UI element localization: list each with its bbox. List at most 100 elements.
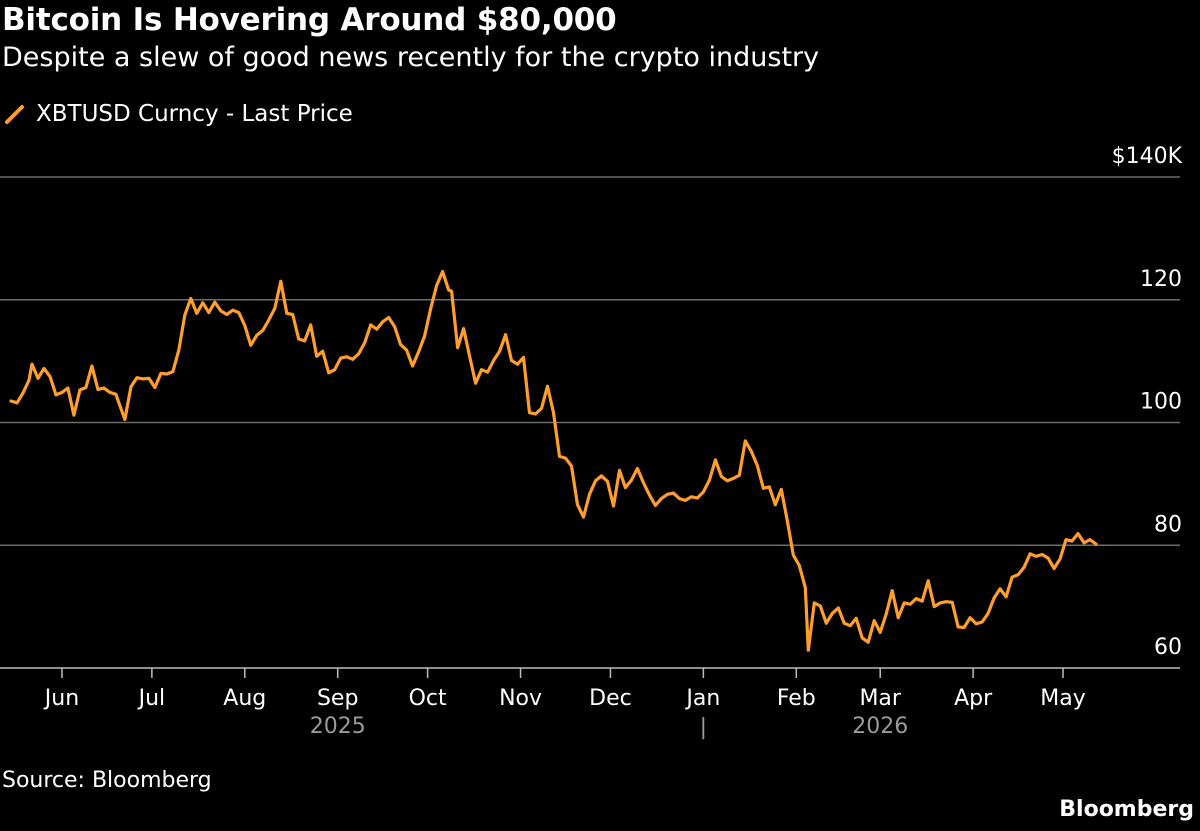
data-point — [1070, 539, 1074, 543]
data-point — [381, 320, 385, 324]
data-point — [998, 587, 1002, 591]
data-point — [731, 477, 735, 480]
x-axis: Jun Jul Aug Sep Oct Nov Dec Jan Feb Mar Apr May 2025… — [0, 667, 1180, 740]
data-point — [654, 504, 657, 507]
x-tick-label-feb: Feb — [777, 686, 816, 711]
data-point — [1076, 532, 1080, 535]
data-point — [636, 467, 639, 470]
data-point — [1046, 556, 1050, 560]
series-line-0 — [9, 269, 1098, 652]
data-point — [806, 648, 810, 652]
data-point — [672, 491, 675, 495]
data-point — [540, 407, 543, 410]
data-point — [456, 346, 459, 349]
data-point — [830, 612, 834, 615]
data-point — [96, 388, 100, 391]
data-point — [767, 485, 771, 489]
data-point — [588, 492, 591, 496]
data-point — [714, 458, 717, 462]
data-point — [594, 479, 597, 483]
data-point — [405, 348, 408, 352]
data-point — [504, 333, 507, 337]
data-point — [606, 480, 609, 483]
data-point — [393, 325, 397, 329]
y-tick-label-100: 100 — [1140, 390, 1182, 415]
data-point — [696, 496, 699, 500]
data-point — [207, 311, 211, 314]
y-tick-label-80: 80 — [1154, 512, 1182, 537]
data-point — [812, 601, 816, 605]
data-point — [321, 349, 325, 353]
x-tick-label-oct: Oct — [409, 686, 447, 711]
data-point — [660, 497, 663, 500]
data-point — [48, 375, 52, 378]
x-tick-label-apr: Apr — [954, 686, 993, 711]
data-point — [411, 364, 414, 368]
data-point — [761, 486, 765, 490]
data-point — [498, 349, 501, 353]
data-point — [1058, 557, 1062, 561]
x-tick-label-aug: Aug — [223, 686, 266, 711]
data-point — [974, 622, 978, 626]
year-label-2025: 2025 — [310, 714, 366, 739]
data-point — [387, 316, 391, 319]
data-point — [860, 636, 864, 640]
chart-title: Bitcoin Is Hovering Around $80,000 — [2, 2, 617, 38]
source-note: Source: Bloomberg — [2, 768, 212, 793]
data-point — [708, 478, 711, 482]
data-point — [1034, 554, 1038, 558]
data-point — [743, 439, 747, 443]
data-point — [9, 399, 13, 403]
data-point — [791, 553, 795, 557]
year-label-2026: 2026 — [852, 714, 908, 739]
data-point — [462, 327, 465, 330]
data-point — [357, 352, 361, 356]
bloomberg-logo: Bloomberg — [1059, 797, 1194, 822]
data-point — [546, 384, 549, 388]
data-point — [618, 469, 621, 472]
x-tick-label-dec: Dec — [589, 686, 632, 711]
x-tick-label-jan: Jan — [684, 686, 720, 711]
data-point — [824, 621, 828, 625]
data-point — [273, 306, 277, 310]
data-point — [450, 289, 453, 293]
data-point — [492, 359, 495, 362]
data-point — [642, 481, 645, 484]
data-point — [369, 323, 373, 327]
data-point — [66, 386, 70, 390]
data-point — [842, 621, 846, 625]
data-point — [612, 504, 615, 508]
data-point — [510, 359, 513, 362]
data-point — [720, 475, 723, 478]
year-divider: | — [700, 715, 707, 740]
data-point — [666, 492, 669, 496]
data-point — [153, 386, 157, 389]
data-point — [117, 401, 121, 405]
data-point — [141, 377, 145, 381]
data-point — [920, 599, 924, 603]
data-point — [447, 288, 450, 292]
data-point — [165, 372, 169, 376]
data-point — [1028, 552, 1032, 556]
data-point — [333, 368, 337, 372]
data-point — [986, 612, 990, 615]
x-tick-label-mar: Mar — [859, 686, 901, 711]
data-point — [944, 600, 948, 604]
data-point — [908, 602, 912, 606]
data-point — [243, 324, 247, 327]
data-point — [803, 586, 807, 589]
data-point — [1016, 573, 1020, 577]
data-point — [135, 376, 139, 380]
data-point — [926, 579, 930, 583]
data-point — [279, 279, 283, 283]
data-point — [21, 391, 25, 395]
data-point — [600, 474, 603, 478]
chart-legend: XBTUSD Curncy - Last Price — [4, 99, 353, 129]
data-point — [15, 401, 19, 405]
data-point — [648, 493, 651, 497]
x-tick-label-jul: Jul — [137, 686, 166, 711]
data-point — [486, 370, 489, 374]
data-point — [303, 339, 307, 343]
data-point — [297, 337, 301, 341]
